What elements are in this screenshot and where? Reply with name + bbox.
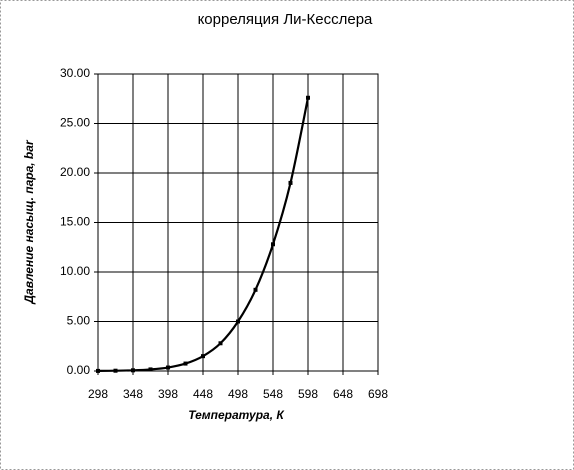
data-point xyxy=(288,180,293,185)
chart-title: корреляция Ли-Кесслера xyxy=(198,11,373,28)
data-point xyxy=(253,287,258,292)
y-tick-label: 15.00 xyxy=(60,215,90,229)
x-tick-label: 298 xyxy=(88,387,108,401)
data-point xyxy=(218,341,223,346)
y-tick-label: 10.00 xyxy=(60,264,90,278)
x-tick-label: 498 xyxy=(228,387,248,401)
y-tick-label: 25.00 xyxy=(60,116,90,130)
y-axis-label: Давление насыщ. пара, bar xyxy=(22,139,36,305)
data-point xyxy=(201,354,205,359)
y-tick-label: 20.00 xyxy=(60,165,90,179)
x-tick-label: 398 xyxy=(158,387,178,401)
y-tick-label: 0.00 xyxy=(67,363,91,377)
data-point xyxy=(271,242,275,247)
x-tick-label: 598 xyxy=(298,387,318,401)
x-tick-label: 448 xyxy=(193,387,213,401)
x-axis-label: Температура, К xyxy=(188,408,285,422)
data-point xyxy=(148,367,153,372)
y-tick-label: 5.00 xyxy=(67,314,91,328)
x-tick-label: 698 xyxy=(368,387,388,401)
x-tick-label: 548 xyxy=(263,387,283,401)
data-point xyxy=(113,368,118,373)
x-tick-label: 648 xyxy=(333,387,353,401)
x-tick-label: 348 xyxy=(123,387,143,401)
data-point xyxy=(96,368,100,373)
y-tick-label: 30.00 xyxy=(60,66,90,80)
data-point xyxy=(183,361,188,366)
data-point xyxy=(166,365,170,370)
data-point xyxy=(306,95,310,100)
data-point xyxy=(236,319,240,324)
data-point xyxy=(131,368,135,373)
